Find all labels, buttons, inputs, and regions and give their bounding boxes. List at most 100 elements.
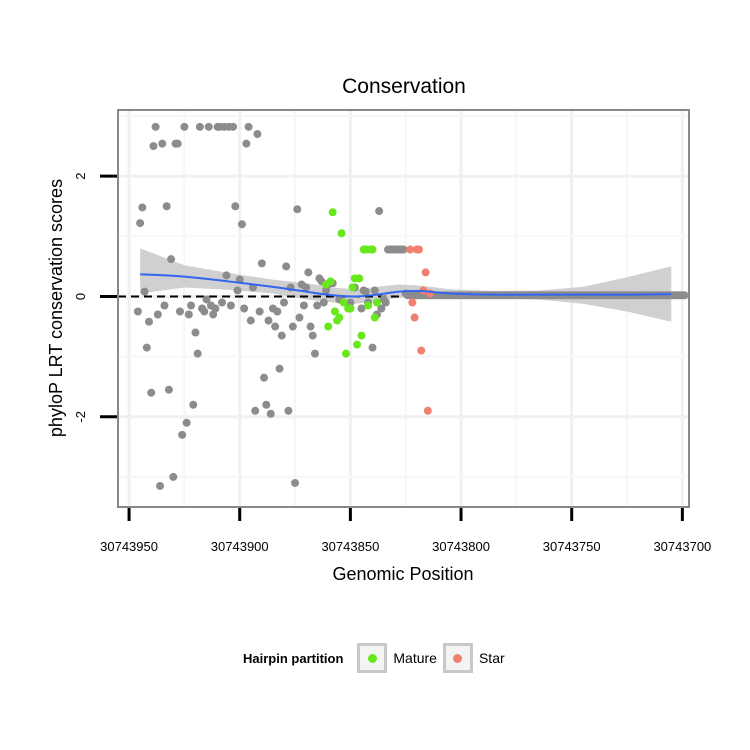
mature-point [364,301,373,310]
data-points [133,122,689,490]
other-point [255,307,264,316]
other-point [293,205,302,214]
star-point [421,268,430,277]
panel-border [117,109,690,508]
mature-point [330,307,339,316]
other-point [302,283,311,292]
legend-key-star [442,643,473,673]
other-point [136,219,145,228]
x-tick-label: 30743900 [211,539,269,554]
other-point [284,406,293,415]
mature-point [324,322,333,331]
star-point [423,406,432,415]
other-point [295,313,304,322]
other-point [319,298,328,307]
mature-point [368,245,377,254]
other-point [680,291,689,300]
other-point [322,286,331,295]
other-point [271,322,280,331]
other-point [202,295,211,304]
mature-point [335,313,344,322]
other-point [156,481,165,490]
other-point [257,259,266,268]
confidence-band [140,248,672,322]
star-point [414,245,423,254]
legend-key-mature [357,643,388,673]
legend: Hairpin partition Mature Star [243,640,511,676]
legend-label-star: Star [478,650,505,666]
other-point [251,406,260,415]
x-tick-label: 30743750 [543,539,601,554]
other-point [306,322,315,331]
other-point [167,255,176,264]
other-point [189,400,198,409]
other-point [237,220,246,229]
plot-border [117,109,690,508]
other-point [288,322,297,331]
x-tick-label: 30743850 [321,539,379,554]
other-point [218,298,227,307]
other-point [226,301,235,310]
other-point [242,139,251,148]
other-point [262,400,271,409]
mature-point [337,229,346,238]
other-point [211,304,220,313]
other-point [260,373,269,382]
other-point [381,298,390,307]
other-point [182,418,191,427]
other-point [277,331,286,340]
other-point [233,286,242,295]
star-point [406,245,415,254]
other-point [160,301,169,310]
other-point [368,343,377,352]
other-point [229,122,238,131]
other-point [375,207,384,216]
y-tick-label: 2 [73,173,88,180]
other-point [144,317,153,326]
x-tick-label: 30743800 [432,539,490,554]
other-point [346,298,355,307]
other-point [299,301,308,310]
other-point [273,307,282,316]
other-point [246,316,255,325]
other-point [195,122,204,131]
other-point [308,331,317,340]
other-point [240,304,249,313]
other-point [313,301,322,310]
other-point [164,385,173,394]
other-point [138,203,147,212]
y-axis: -2 0 2 [73,173,117,423]
other-point [180,122,189,131]
other-point [175,307,184,316]
other-point [200,307,209,316]
x-axis: 30743950 30743900 30743850 30743800 30743750… [100,508,711,554]
star-point [417,346,426,355]
other-point [191,328,200,337]
other-point [178,430,187,439]
star-point [410,313,419,322]
other-point [357,304,366,313]
other-point [204,122,213,131]
legend-label-mature: Mature [393,650,437,666]
x-tick-label: 30743950 [100,539,158,554]
other-point [173,139,182,148]
other-point [266,409,275,418]
mature-point [370,313,379,322]
other-point [244,122,253,131]
mature-point [341,349,350,358]
other-point [187,301,196,310]
legend-dot-star [453,653,463,663]
mature-point [346,304,355,313]
other-point [361,287,370,296]
other-point [153,310,162,319]
other-point [304,268,313,277]
other-point [279,298,288,307]
mature-point [326,277,335,286]
other-point [310,349,319,358]
mature-point [357,331,366,340]
legend-title: Hairpin partition [243,650,344,666]
other-point [158,139,167,148]
star-point [408,298,417,307]
other-point [184,310,193,319]
